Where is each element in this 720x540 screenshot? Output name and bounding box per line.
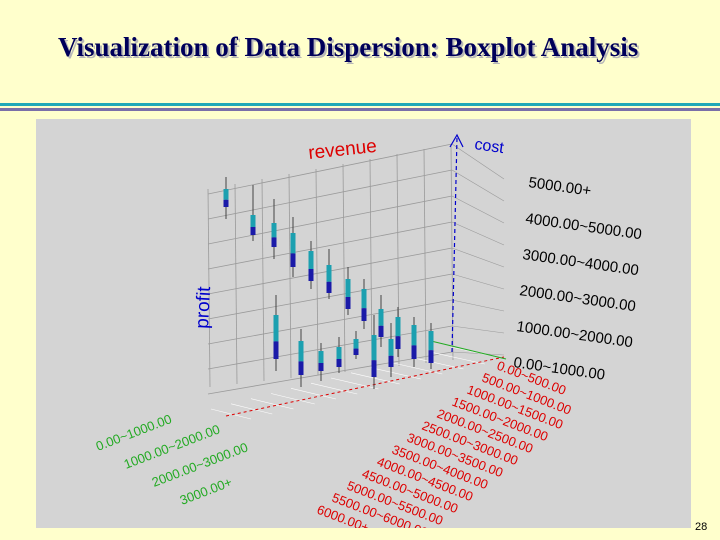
boxplot-box-lower (395, 336, 401, 349)
floor-gridline (350, 372, 400, 385)
boxplot-box-lower (428, 350, 434, 363)
boxplot-box-lower (378, 325, 384, 337)
side-wall-gridline (451, 273, 505, 290)
boxplot-box-lower (371, 360, 377, 377)
revenue-axis-label: revenue (307, 136, 377, 164)
boxplot-box-upper (308, 251, 314, 269)
red-axis-line (225, 356, 505, 417)
side-wall-gridline (451, 143, 505, 180)
back-wall-vertical-gridline (234, 183, 238, 385)
back-wall-vertical-gridline (423, 148, 427, 364)
side-wall-gridline (451, 247, 505, 268)
boxplot-box-lower (411, 345, 417, 359)
floor-gridline (310, 382, 358, 395)
revenue-tick-label: 3000.00+ (178, 474, 234, 508)
boxplot-box-lower (250, 227, 256, 235)
chart-axes (225, 133, 507, 417)
side-wall-gridline (451, 169, 505, 202)
boxplot-box-lower (290, 253, 296, 267)
boxplot-box-lower (345, 297, 351, 309)
boxplot-box-upper (250, 215, 256, 227)
boxplot-box-lower (336, 359, 342, 367)
side-wall-gridline (451, 351, 505, 356)
cost-tick-label: 4000.00~5000.00 (524, 210, 642, 243)
boxplot-box-lower (308, 269, 314, 281)
chart-grid (207, 143, 505, 395)
boxplot-box-upper (345, 279, 351, 297)
floor-gridline (430, 351, 485, 365)
boxplot-box-upper (361, 289, 367, 309)
cost-tick-label: 2000.00~3000.00 (518, 282, 636, 315)
back-wall-vertical-gridline (315, 168, 319, 376)
side-wall-gridline (451, 325, 505, 334)
boxplot-box-upper (353, 339, 359, 349)
boxplot-box-upper (395, 317, 401, 337)
boxplot-box-upper (388, 339, 394, 356)
floor-gridline (290, 388, 337, 400)
cost-axis-arrow (449, 133, 464, 148)
back-wall-horizontal-gridline (207, 221, 453, 270)
cost-tick-label: 5000.00+ (527, 174, 592, 200)
boxplot-box-lower (273, 341, 279, 359)
back-wall-vertical-gridline (288, 173, 292, 379)
revenue-floor-line (430, 340, 507, 360)
boxplot-box-upper (318, 351, 324, 363)
floor-gridline (370, 367, 422, 380)
cost-tick-labels: 5000.00+ 4000.00~5000.003000.00~4000.0020… (512, 174, 642, 384)
back-wall-horizontal-gridline (207, 299, 453, 345)
boxplot-box-upper (223, 189, 229, 200)
back-wall-vertical-gridline (261, 178, 265, 382)
boxplot-3d-chart: revenue cost profit 5000.00+ 4000.00~5000… (36, 119, 691, 528)
profit-axis-label: profit (192, 285, 215, 329)
back-wall-horizontal-gridline (207, 351, 453, 395)
side-wall-gridline (451, 221, 505, 246)
side-wall-gridline (451, 299, 505, 312)
red-tick-labels: 0.00~500.00500.00~1000.001000.00~1500.00… (315, 358, 573, 528)
boxplot-box-lower (271, 237, 277, 247)
boxplot-box-upper (271, 223, 277, 238)
boxplot-box-upper (298, 341, 304, 362)
boxplot-box-upper (371, 335, 377, 361)
floor-gridline (390, 362, 443, 375)
boxplot-box-lower (223, 199, 229, 207)
side-wall-gridline (451, 195, 505, 224)
floor-gridline (410, 357, 464, 370)
cost-tick-label: 1000.00~2000.00 (515, 318, 633, 351)
back-wall-horizontal-gridline (207, 273, 453, 320)
floor-gridline (270, 393, 315, 405)
chart-canvas: revenue cost profit 5000.00+ 4000.00~5000… (94, 133, 643, 528)
back-wall-horizontal-gridline (207, 169, 453, 220)
boxplot-box-lower (318, 363, 324, 371)
floor-gridline (210, 408, 252, 420)
revenue-tick-labels: 0.00~1000.001000.00~2000.002000.00~3000.… (94, 411, 250, 508)
boxplot-box-lower (298, 361, 304, 375)
back-wall-horizontal-gridline (207, 195, 453, 245)
title-underline-teal (0, 103, 720, 106)
boxplot-box-upper (273, 315, 279, 342)
boxplot-box-lower (326, 281, 332, 293)
back-wall-vertical-gridline (369, 158, 373, 370)
cost-axis-label: cost (473, 136, 505, 157)
boxplot-box-upper (428, 331, 434, 351)
cost-axis-line (451, 136, 458, 353)
page-number: 28 (695, 521, 708, 533)
back-wall-horizontal-gridline (207, 143, 453, 195)
boxplot-box-lower (361, 308, 367, 321)
boxplot-box-upper (336, 347, 342, 359)
boxplot-box-upper (411, 325, 417, 346)
floor-gridline (230, 403, 273, 415)
slide-title: Visualization of Data Dispersion: Boxplo… (58, 32, 639, 62)
boxplot-box-upper (290, 233, 296, 254)
cost-tick-label: 3000.00~4000.00 (521, 246, 639, 279)
back-wall-vertical-gridline (207, 188, 211, 388)
floor-gridline (330, 377, 379, 390)
title-underline-purple (0, 108, 720, 111)
boxplot-box-upper (326, 265, 332, 282)
boxplot-box-lower (353, 348, 359, 355)
boxplot-box-lower (388, 355, 394, 367)
floor-gridline (250, 398, 294, 410)
boxplot-box-upper (378, 309, 384, 326)
boxplot-series (223, 177, 434, 389)
back-wall-horizontal-gridline (207, 325, 453, 370)
